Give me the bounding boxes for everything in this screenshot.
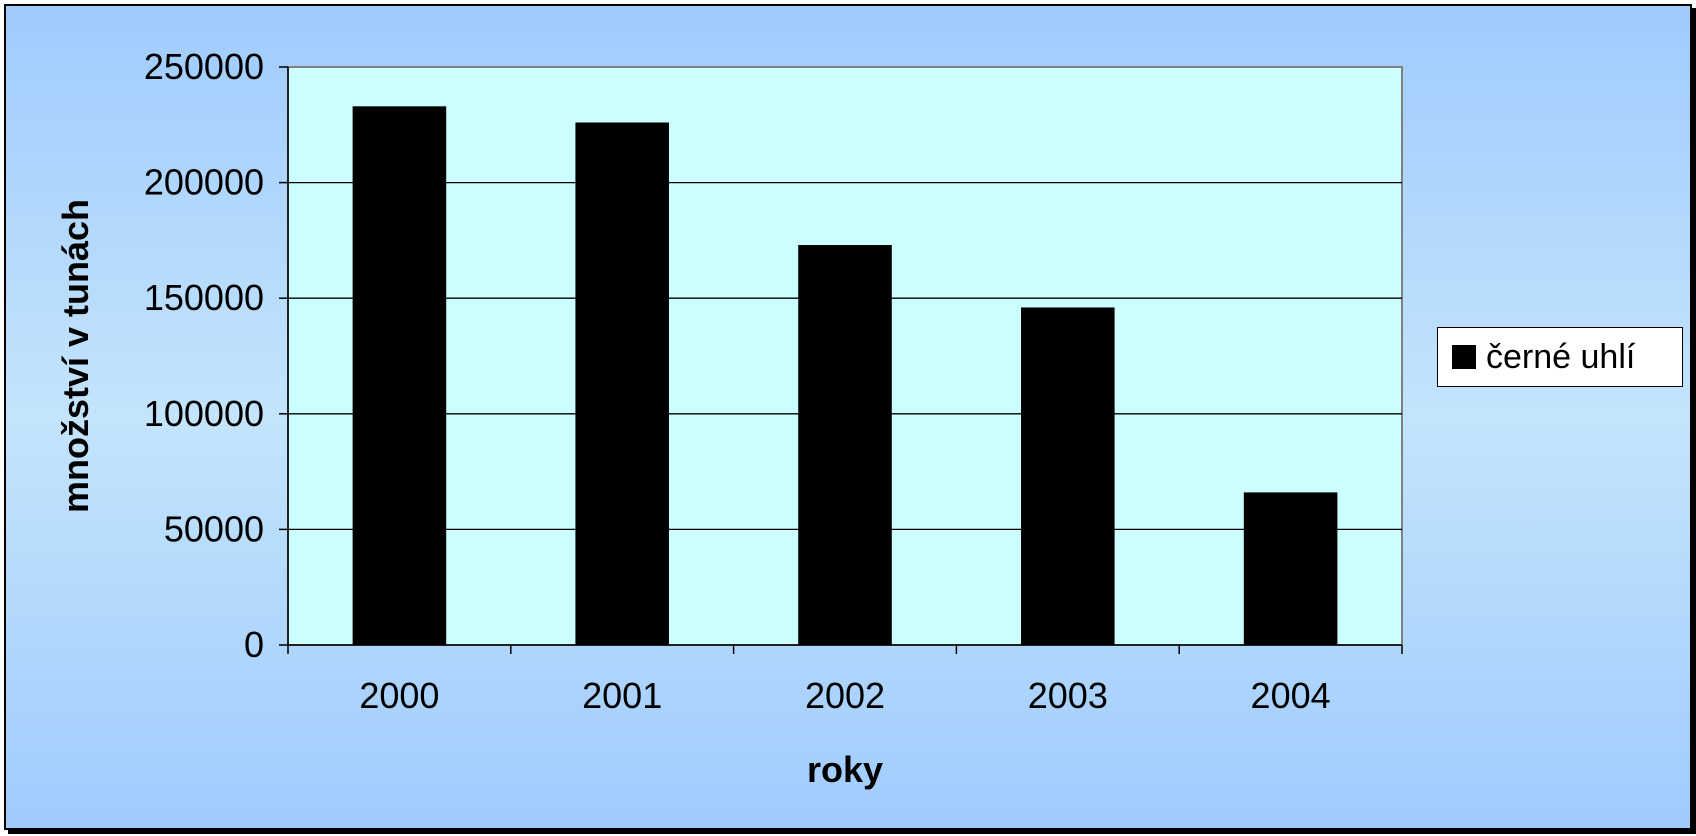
y-tick-label: 50000 bbox=[164, 508, 264, 549]
x-tick-label: 2004 bbox=[1251, 675, 1331, 716]
chart-frame: 0 50000 100000 150000 200000 250000 2000 2001 2… bbox=[4, 4, 1692, 830]
bar bbox=[1243, 492, 1338, 645]
bar bbox=[575, 122, 669, 646]
x-axis-title: roky bbox=[807, 749, 883, 790]
y-tick-label: 250000 bbox=[144, 46, 264, 87]
legend-label: černé uhlí bbox=[1486, 337, 1636, 376]
x-tick-label: 2000 bbox=[359, 675, 439, 716]
x-tick-labels: 2000 2001 2002 2003 2004 bbox=[359, 675, 1330, 716]
legend: černé uhlí bbox=[1437, 327, 1683, 387]
bar bbox=[352, 106, 447, 645]
y-tick-label: 100000 bbox=[144, 393, 264, 434]
x-tick-label: 2002 bbox=[805, 675, 885, 716]
bar bbox=[1021, 307, 1115, 645]
y-tick-label: 150000 bbox=[144, 277, 264, 318]
y-tick-label: 200000 bbox=[144, 162, 264, 203]
y-axis-title: množství v tunách bbox=[55, 199, 96, 513]
x-tick-label: 2003 bbox=[1028, 675, 1108, 716]
legend-swatch bbox=[1452, 345, 1476, 369]
axes bbox=[279, 66, 1403, 654]
y-tick-label: 0 bbox=[244, 624, 264, 665]
bar bbox=[798, 245, 892, 646]
y-tick-labels: 0 50000 100000 150000 200000 250000 bbox=[144, 46, 264, 665]
bars bbox=[352, 106, 1338, 646]
x-tick-label: 2001 bbox=[582, 675, 662, 716]
